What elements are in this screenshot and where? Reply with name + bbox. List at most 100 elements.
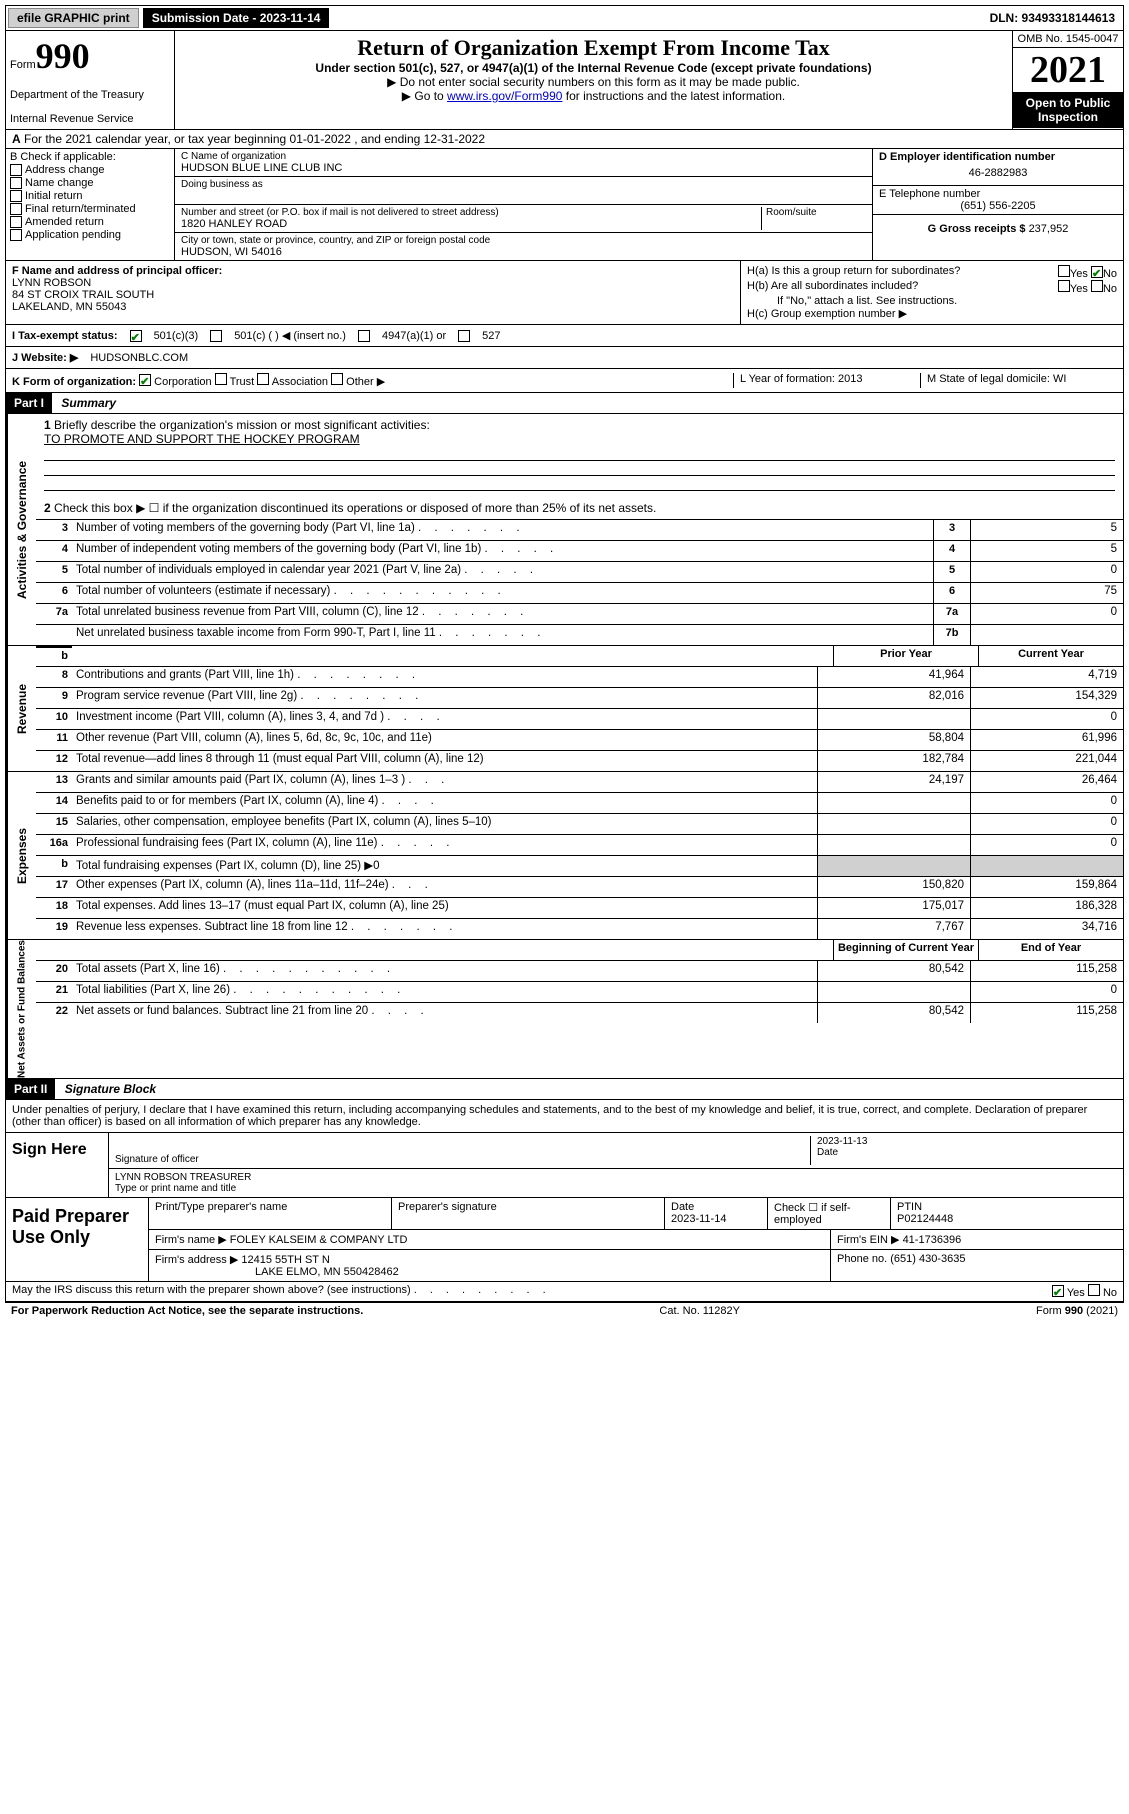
line16b-cur-gray [970,856,1123,876]
row-i-status: I Tax-exempt status: ✔ 501(c)(3) 501(c) … [5,325,1124,347]
cb-other[interactable] [331,373,343,385]
instr-post: for instructions and the latest informat… [562,89,785,103]
netassets-grid: Net Assets or Fund Balances Beginning of… [5,940,1124,1079]
cb-ha-no[interactable]: ✔ [1091,266,1103,278]
omb-number: OMB No. 1545-0047 [1013,31,1123,48]
form-prefix: Form [10,59,36,71]
cb-hb-no[interactable] [1091,280,1103,292]
cb-discuss-no[interactable] [1088,1284,1100,1296]
line20-text: Total assets (Part X, line 16) [76,963,220,975]
discuss-text: May the IRS discuss this return with the… [12,1284,411,1296]
line16a-text: Professional fundraising fees (Part IX, … [76,837,377,849]
year-formation: L Year of formation: 2013 [733,373,920,388]
cb-label: Application pending [25,229,121,241]
cb-pending[interactable] [10,229,22,241]
name-title-label: Type or print name and title [115,1183,251,1194]
line11-cur: 61,996 [970,730,1123,750]
line22-cur: 115,258 [970,1003,1123,1023]
cb-assoc[interactable] [257,373,269,385]
footer-row: For Paperwork Reduction Act Notice, see … [5,1302,1124,1319]
cb-ha-yes[interactable] [1058,265,1070,277]
cb-name[interactable] [10,177,22,189]
cb-discuss-yes[interactable]: ✔ [1052,1285,1064,1297]
line11-prior: 58,804 [817,730,970,750]
col-b-label: B Check if applicable: [10,151,170,163]
line7a-text: Total unrelated business revenue from Pa… [76,606,419,618]
website-value: HUDSONBLC.COM [90,352,188,364]
line17-cur: 159,864 [970,877,1123,897]
expenses-grid: Expenses 13Grants and similar amounts pa… [5,772,1124,940]
irs-link[interactable]: www.irs.gov/Form990 [447,89,562,103]
line12-cur: 221,044 [970,751,1123,771]
line10-cur: 0 [970,709,1123,729]
cat-number: Cat. No. 11282Y [659,1305,740,1317]
prep-date: 2023-11-14 [671,1213,726,1225]
line13-text: Grants and similar amounts paid (Part IX… [76,774,405,786]
cb-label: Initial return [25,190,82,202]
goto-instruction: ▶ Go to www.irs.gov/Form990 for instruct… [185,89,1002,103]
firm-name-label: Firm's name ▶ [155,1234,227,1246]
cb-address[interactable] [10,164,22,176]
discuss-row: May the IRS discuss this return with the… [5,1282,1124,1302]
form-number: 990 [36,36,90,76]
department: Department of the Treasury [10,89,170,101]
line13-prior: 24,197 [817,772,970,792]
part2-bar: Part II Signature Block [5,1079,1124,1100]
vert-label-na: Net Assets or Fund Balances [6,940,36,1078]
line8-cur: 4,719 [970,667,1123,687]
cb-trust[interactable] [215,373,227,385]
cb-corp[interactable]: ✔ [139,374,151,386]
line17-text: Other expenses (Part IX, column (A), lin… [76,879,389,891]
line10-prior [817,709,970,729]
instr-pre: ▶ Go to [402,89,447,103]
phone-label: E Telephone number [879,188,1117,200]
cb-amended[interactable] [10,216,22,228]
line20-cur: 115,258 [970,961,1123,981]
section-fh: F Name and address of principal officer:… [5,261,1124,325]
part2-title: Signature Block [65,1082,156,1096]
col-d-ein: D Employer identification number 46-2882… [872,149,1123,260]
cb-hb-yes[interactable] [1058,280,1070,292]
line13-cur: 26,464 [970,772,1123,792]
line5-text: Total number of individuals employed in … [76,564,461,576]
line9-prior: 82,016 [817,688,970,708]
ssn-warning: ▶ Do not enter social security numbers o… [185,75,1002,89]
status-label: I Tax-exempt status: [12,330,118,342]
cb-label: Final return/terminated [25,203,136,215]
row-k-formorg: K Form of organization: ✔ Corporation Tr… [5,369,1124,393]
efile-button[interactable]: efile GRAPHIC print [8,8,139,28]
col-c-orginfo: C Name of organization HUDSON BLUE LINE … [175,149,872,260]
line4-text: Number of independent voting members of … [76,543,481,555]
opt-501c: 501(c) ( ) ◀ (insert no.) [234,329,346,342]
ptin-label: PTIN [897,1201,922,1213]
vert-label-exp: Expenses [6,772,36,939]
line21-prior [817,982,970,1002]
cb-initial[interactable] [10,190,22,202]
cb-501c3[interactable]: ✔ [130,330,142,342]
line15-cur: 0 [970,814,1123,834]
vert-label-rev: Revenue [6,646,36,771]
line7a-box: 7a [933,604,970,624]
line12-prior: 182,784 [817,751,970,771]
tax-year: 2021 [1013,48,1123,92]
top-bar: efile GRAPHIC print Submission Date - 20… [5,5,1124,31]
revenue-grid: Revenue bPrior YearCurrent Year 8Contrib… [5,646,1124,772]
line14-text: Benefits paid to or for members (Part IX… [76,795,378,807]
cb-final[interactable] [10,203,22,215]
opt-assoc: Association [272,376,328,388]
end-year-header: End of Year [978,940,1123,960]
no-label: No [1103,1287,1117,1299]
col-f-officer: F Name and address of principal officer:… [6,261,740,324]
line17-prior: 150,820 [817,877,970,897]
line16b-text: Total fundraising expenses (Part IX, col… [76,860,380,872]
vert-label-ag: Activities & Governance [6,414,36,645]
line8-text: Contributions and grants (Part VIII, lin… [76,669,294,681]
q2-label: Check this box ▶ ☐ if the organization d… [54,501,656,515]
line12-text: Total revenue—add lines 8 through 11 (mu… [76,753,484,765]
cb-4947[interactable] [358,330,370,342]
part1-bar: Part I Summary [5,393,1124,414]
cb-501c[interactable] [210,330,222,342]
line3-text: Number of voting members of the governin… [76,522,415,534]
dba-label: Doing business as [181,179,866,190]
cb-527[interactable] [458,330,470,342]
